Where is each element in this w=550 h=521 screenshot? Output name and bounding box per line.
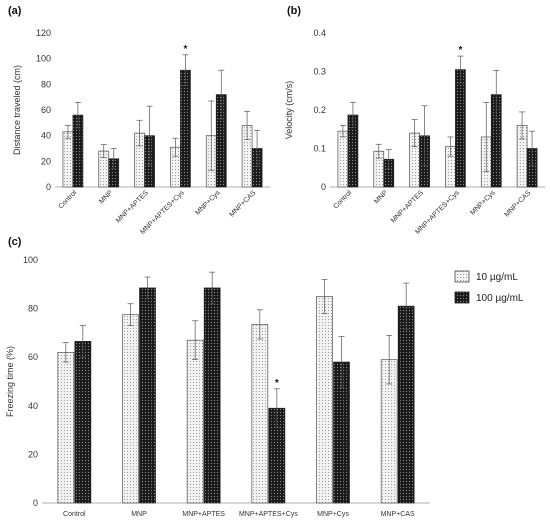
y-tick-label: 100	[36, 54, 51, 64]
significance-marker: *	[458, 45, 462, 56]
y-tick-label: 120	[36, 28, 51, 38]
y-tick-label: 80	[41, 79, 51, 89]
y-axis-label: Freezing time (%)	[5, 346, 15, 417]
y-tick-label: 0.3	[313, 67, 326, 77]
panel-label: (b)	[287, 5, 301, 17]
x-tick-label: MNP+CAS	[228, 189, 257, 218]
x-tick-label: Control	[57, 189, 78, 210]
y-tick-label: 40	[28, 401, 38, 411]
y-tick-label: 0.2	[313, 105, 326, 115]
y-tick-label: 0.1	[313, 144, 326, 154]
x-tick-label: Control	[332, 189, 353, 210]
y-tick-label: 20	[41, 156, 51, 166]
x-tick-label: MNP+APTES+Cys	[239, 511, 298, 518]
x-tick-label: Control	[63, 511, 86, 518]
significance-marker: *	[275, 378, 279, 389]
x-tick-label: MNP+APTES	[182, 511, 225, 518]
significance-marker: *	[183, 44, 187, 55]
bar	[74, 341, 92, 504]
y-tick-label: 0	[46, 182, 51, 192]
x-tick-label: MNP+APTES	[390, 189, 425, 224]
bar	[122, 314, 139, 504]
legend-label-10: 10 µg/mL	[476, 272, 518, 283]
legend: 10 µg/mL 100 µg/mL	[454, 270, 524, 304]
y-tick-label: 40	[41, 131, 51, 141]
x-tick-label: MNP+CAS	[503, 189, 532, 218]
bar	[203, 287, 221, 504]
y-tick-label: 100	[23, 255, 38, 265]
bar	[57, 351, 75, 504]
x-tick-label: MNP	[131, 511, 147, 518]
bar	[397, 305, 415, 504]
x-tick-label: MNP+CAS	[381, 511, 415, 518]
chart-layer: (a) 0 20 40 60 80 100 120 Distance traveled (cm)…	[5, 5, 545, 518]
bar	[62, 131, 74, 188]
panel-label: (c)	[8, 236, 22, 248]
chart-panel-a: (a) 0 20 40 60 80 100 120 Distance traveled (cm)…	[8, 5, 270, 236]
panel-label: (a)	[8, 5, 22, 17]
bar	[139, 287, 156, 504]
x-tick-label: MNP+Cys	[194, 189, 222, 217]
chart-panel-b: (b) 0 0.1 0.2 0.3 0.4 Velocity (cm/s) Control MN…	[284, 5, 545, 236]
y-tick-label: 0.4	[313, 28, 326, 38]
x-tick-label: MNP+Cys	[469, 189, 497, 217]
y-tick-label: 0	[33, 498, 38, 508]
y-tick-label: 80	[28, 304, 38, 314]
legend-swatch-100	[454, 291, 470, 304]
y-tick-label: 60	[41, 105, 51, 115]
y-axis-label: Velocity (cm/s)	[284, 81, 294, 140]
bar	[251, 324, 269, 504]
y-tick-label: 60	[28, 352, 38, 362]
y-tick-label: 0	[321, 182, 326, 192]
bar	[316, 296, 333, 504]
x-tick-label: MNP	[373, 189, 389, 205]
bar	[455, 69, 466, 188]
y-axis-label: Distance traveled (cm)	[12, 65, 22, 155]
x-tick-label: MNP+APTES	[115, 189, 150, 224]
chart-panel-c: (c) 0 20 40 60 80 100 Freezing time (%) Control M…	[5, 236, 430, 518]
legend-swatch-10	[454, 270, 470, 283]
bar	[186, 339, 204, 504]
x-tick-label: MNP+Cys	[317, 511, 349, 518]
x-tick-label: MNP	[98, 189, 114, 205]
bar	[337, 130, 349, 188]
bar	[180, 69, 191, 188]
legend-label-100: 100 µg/mL	[476, 293, 524, 304]
y-tick-label: 20	[28, 449, 38, 459]
